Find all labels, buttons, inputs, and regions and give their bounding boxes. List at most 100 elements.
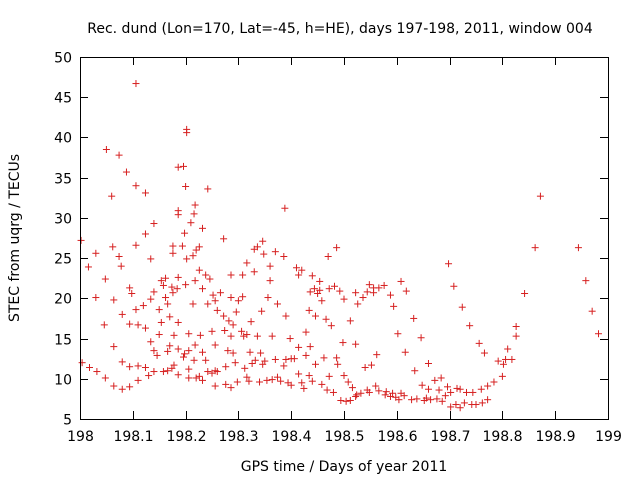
plot-frame	[80, 57, 609, 420]
data-point	[229, 321, 237, 329]
data-point	[174, 318, 182, 326]
data-point	[336, 287, 344, 295]
data-point	[248, 359, 256, 367]
data-point	[141, 230, 149, 238]
data-point	[512, 322, 520, 330]
data-point	[472, 401, 480, 409]
data-point	[441, 392, 449, 400]
data-point	[198, 376, 206, 384]
data-point	[346, 317, 354, 325]
data-point	[456, 385, 464, 393]
data-point	[490, 378, 498, 386]
data-point	[206, 275, 214, 283]
data-point	[185, 374, 193, 382]
data-point	[395, 396, 403, 404]
data-point	[118, 310, 126, 318]
data-point	[277, 377, 285, 385]
data-point	[174, 371, 182, 379]
data-point	[126, 363, 134, 371]
data-point	[323, 386, 331, 394]
y-tick-label: 15	[54, 333, 72, 349]
data-point	[302, 351, 310, 359]
data-point	[375, 284, 383, 292]
data-point	[266, 277, 274, 285]
data-point	[394, 330, 402, 338]
data-point	[153, 351, 161, 359]
data-point	[126, 320, 134, 328]
data-point	[433, 395, 441, 403]
data-point	[494, 357, 502, 365]
data-point	[198, 348, 206, 356]
data-point	[253, 332, 261, 340]
data-point	[132, 306, 140, 314]
data-point	[234, 297, 242, 305]
data-point	[227, 332, 235, 340]
data-point	[582, 277, 590, 285]
data-point	[162, 274, 170, 282]
data-point	[443, 383, 451, 391]
data-point	[190, 356, 198, 364]
data-point	[273, 300, 281, 308]
data-point	[418, 381, 426, 389]
data-point	[531, 244, 539, 252]
data-point	[300, 384, 308, 392]
data-point	[389, 389, 397, 397]
data-point	[179, 162, 187, 170]
data-point	[141, 324, 149, 332]
data-point	[147, 338, 155, 346]
data-point	[346, 396, 354, 404]
data-point	[536, 192, 544, 200]
data-point	[147, 295, 155, 303]
data-point	[266, 262, 274, 270]
data-point	[110, 382, 118, 390]
data-point	[363, 288, 371, 296]
data-point	[134, 376, 142, 384]
data-point	[263, 376, 271, 384]
data-point	[243, 259, 251, 267]
y-tick-label: 50	[54, 51, 72, 67]
data-point	[232, 308, 240, 316]
data-point	[164, 347, 172, 355]
data-point	[227, 271, 235, 279]
data-point	[92, 249, 100, 257]
data-point	[192, 374, 200, 382]
data-point	[139, 302, 147, 310]
x-tick-label: 198.1	[113, 429, 153, 445]
data-point	[102, 146, 110, 154]
data-point	[334, 360, 342, 368]
data-point	[100, 321, 108, 329]
chart-title: Rec. dund (Lon=170, Lat=-45, h=HE), days…	[87, 21, 593, 37]
data-point	[305, 372, 313, 380]
y-tick-label: 10	[54, 373, 72, 389]
data-point	[174, 273, 182, 281]
data-point	[150, 288, 158, 296]
data-point	[132, 80, 140, 88]
data-point	[224, 347, 232, 355]
data-point	[424, 385, 432, 393]
data-point	[437, 374, 445, 382]
data-point	[499, 360, 507, 368]
data-point	[512, 332, 520, 340]
data-point	[306, 343, 314, 351]
data-point	[157, 277, 165, 285]
data-point	[174, 163, 182, 171]
data-point	[469, 388, 477, 396]
data-point	[208, 327, 216, 335]
data-point	[195, 372, 203, 380]
data-point	[183, 125, 191, 133]
data-point	[243, 331, 251, 339]
data-point	[115, 253, 123, 261]
data-point	[390, 302, 398, 310]
data-point	[310, 285, 318, 293]
data-point	[191, 341, 199, 349]
data-point	[150, 368, 158, 376]
data-point	[264, 294, 272, 302]
data-point	[456, 404, 464, 412]
data-point	[460, 399, 468, 407]
data-point	[302, 328, 310, 336]
data-point	[169, 249, 177, 257]
data-point	[352, 340, 360, 348]
data-point	[241, 364, 249, 372]
data-point	[260, 250, 268, 258]
